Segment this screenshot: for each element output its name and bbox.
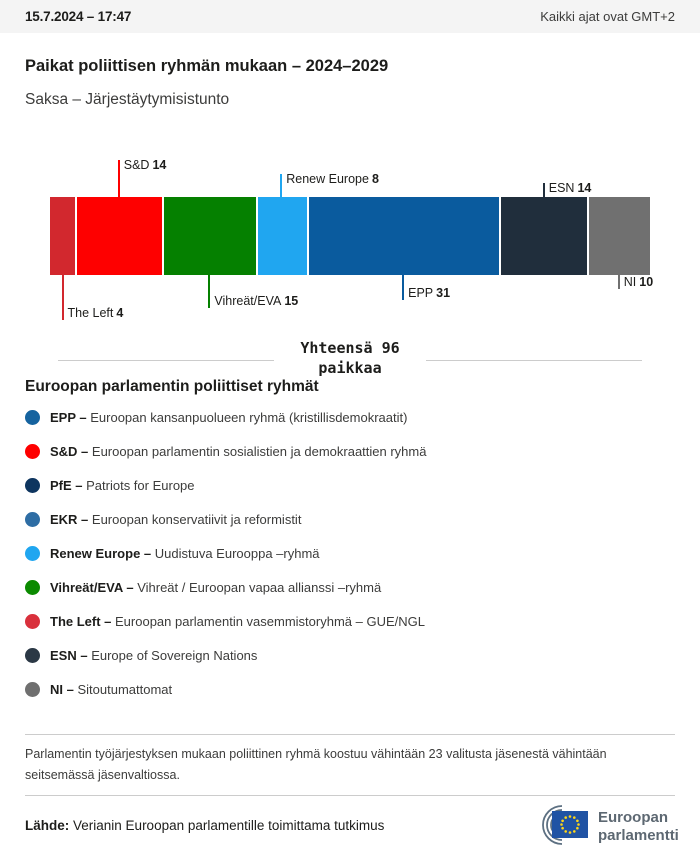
bar-segment-vihre-t-eva (164, 197, 257, 275)
pointer-line-epp (402, 275, 405, 300)
legend-dot-epp (25, 409, 40, 425)
legend-description: Euroopan parlamentin sosialistien ja dem… (91, 443, 427, 459)
legend-abbr: Vihreät/EVA – (50, 579, 138, 595)
top-bar: 15.7.2024 – 17:47 Kaikki ajat ovat GMT+2 (0, 0, 700, 33)
legend-item-epp: EPP – Euroopan kansanpuolueen ryhmä (kri… (25, 400, 675, 434)
legend-description: Euroopan kansanpuolueen ryhmä (kristilli… (90, 409, 408, 425)
legend-description: Sitoutumattomat (77, 681, 173, 697)
bar-label-epp: EPP 31 (408, 286, 451, 300)
timezone-note: Kaikki ajat ovat GMT+2 (540, 9, 675, 24)
pointer-line-esn (542, 183, 545, 197)
source-text: Verianin Euroopan parlamentille toimitta… (69, 817, 385, 833)
legend-description: Euroopan konservatiivit ja reformistit (91, 511, 302, 527)
political-groups-legend: EPP – Euroopan kansanpuolueen ryhmä (kri… (0, 400, 700, 706)
legend-abbr: EKR – (50, 511, 92, 527)
parliament-hemicycle-icon: Euroopan parlamentti (542, 805, 679, 845)
legend-dot-ni (25, 681, 40, 697)
legend-item-ekr: EKR – Euroopan konservatiivit ja reformi… (25, 502, 675, 536)
source-label: Lähde: (25, 817, 70, 833)
legend-dot-pfe (25, 477, 40, 493)
legend-abbr: EPP – (50, 409, 91, 425)
source-line: Lähde: Verianin Euroopan parlamentille t… (25, 818, 384, 833)
eu-flag-icon (552, 811, 588, 838)
bar-segment-ni (588, 197, 650, 275)
legend-abbr: S&D – (50, 443, 92, 459)
legend-description: Euroopan parlamentin vasemmistoryhmä – G… (115, 613, 425, 629)
legend-item-renew-europe: Renew Europe – Uudistuva Eurooppa –ryhmä (25, 536, 675, 570)
datetime-label: 15.7.2024 – 17:47 (25, 9, 132, 24)
legend-abbr: The Left – (50, 613, 116, 629)
bar-segment-epp (309, 197, 499, 275)
eu-flag-stars (560, 815, 580, 834)
legend-item-vihre-t-eva: Vihreät/EVA – Vihreät / Euroopan vapaa a… (25, 570, 675, 604)
bar-label-renew-europe: Renew Europe 8 (286, 172, 379, 186)
legend-dot-vihre-t-eva (25, 579, 40, 595)
legend-abbr: Renew Europe – (50, 545, 155, 561)
bar-label-s-d: S&D 14 (123, 158, 167, 172)
footer-divider-bottom (25, 795, 675, 796)
legend-dot-esn (25, 647, 40, 663)
legend-abbr: PfE – (50, 477, 87, 493)
pointer-line-ni (617, 275, 620, 289)
seats-chart: The Left 4 S&D 14 Vihreät/EVA 15 Renew Europe 8… (0, 153, 700, 328)
legend-item-the-left: The Left – Euroopan parlamentin vasemmis… (25, 604, 675, 638)
european-parliament-logo: Euroopan parlamentti (512, 797, 680, 853)
pointer-line-vihre-t-eva (208, 275, 211, 308)
page-subtitle: Saksa – Järjestäytymisistunto (25, 91, 230, 108)
rules-note: Parlamentin työjärjestyksen mukaan polii… (25, 747, 607, 782)
bar-segment-renew-europe (258, 197, 308, 275)
legend-description: Uudistuva Eurooppa –ryhmä (154, 545, 320, 561)
pointer-line-the-left (61, 275, 64, 320)
legend-item-pfe: PfE – Patriots for Europe (25, 468, 675, 502)
legend-dot-renew-europe (25, 545, 40, 561)
legend-description: Vihreät / Euroopan vapaa allianssi –ryhm… (137, 579, 382, 595)
bar-label-vihre-t-eva: Vihreät/EVA 15 (214, 294, 299, 308)
legend-abbr: NI – (50, 681, 78, 697)
page-title: Paikat poliittisen ryhmän mukaan – 2024–… (25, 57, 389, 75)
legend-description: Europe of Sovereign Nations (91, 647, 258, 663)
legend-dot-the-left (25, 613, 40, 629)
stacked-bar (50, 197, 650, 275)
legend-abbr: ESN – (50, 647, 92, 663)
bar-label-the-left: The Left 4 (67, 306, 124, 320)
total-rule-right (425, 360, 642, 378)
bar-label-ni: NI 10 (623, 275, 654, 289)
footer-bottom-row: Lähde: Verianin Euroopan parlamentille t… (25, 798, 680, 852)
total-seats-label: Yhteensä 96 paikkaa (300, 339, 400, 377)
bar-segment-the-left (50, 197, 75, 275)
logo-text-line1: Euroopan (598, 809, 668, 826)
legend-item-esn: ESN – Europe of Sovereign Nations (25, 638, 675, 672)
legend-dot-s-d (25, 443, 40, 459)
bar-segment-s-d (76, 197, 163, 275)
bar-label-esn: ESN 14 (548, 181, 592, 195)
bar-segment-esn (501, 197, 587, 275)
legend-heading: Euroopan parlamentin poliittiset ryhmät (25, 378, 319, 395)
footer-divider-top (25, 734, 675, 735)
pointer-line-s-d (117, 160, 120, 197)
legend-dot-ekr (25, 511, 40, 527)
legend-item-s-d: S&D – Euroopan parlamentin sosialistien … (25, 434, 675, 468)
legend-item-ni: NI – Sitoutumattomat (25, 672, 675, 706)
logo-text-line2: parlamentti (598, 827, 679, 844)
legend-description: Patriots for Europe (86, 477, 195, 493)
total-seats-row: Yhteensä 96 paikkaa (58, 338, 642, 378)
pointer-line-renew-europe (280, 174, 283, 197)
total-rule-left (58, 360, 275, 378)
